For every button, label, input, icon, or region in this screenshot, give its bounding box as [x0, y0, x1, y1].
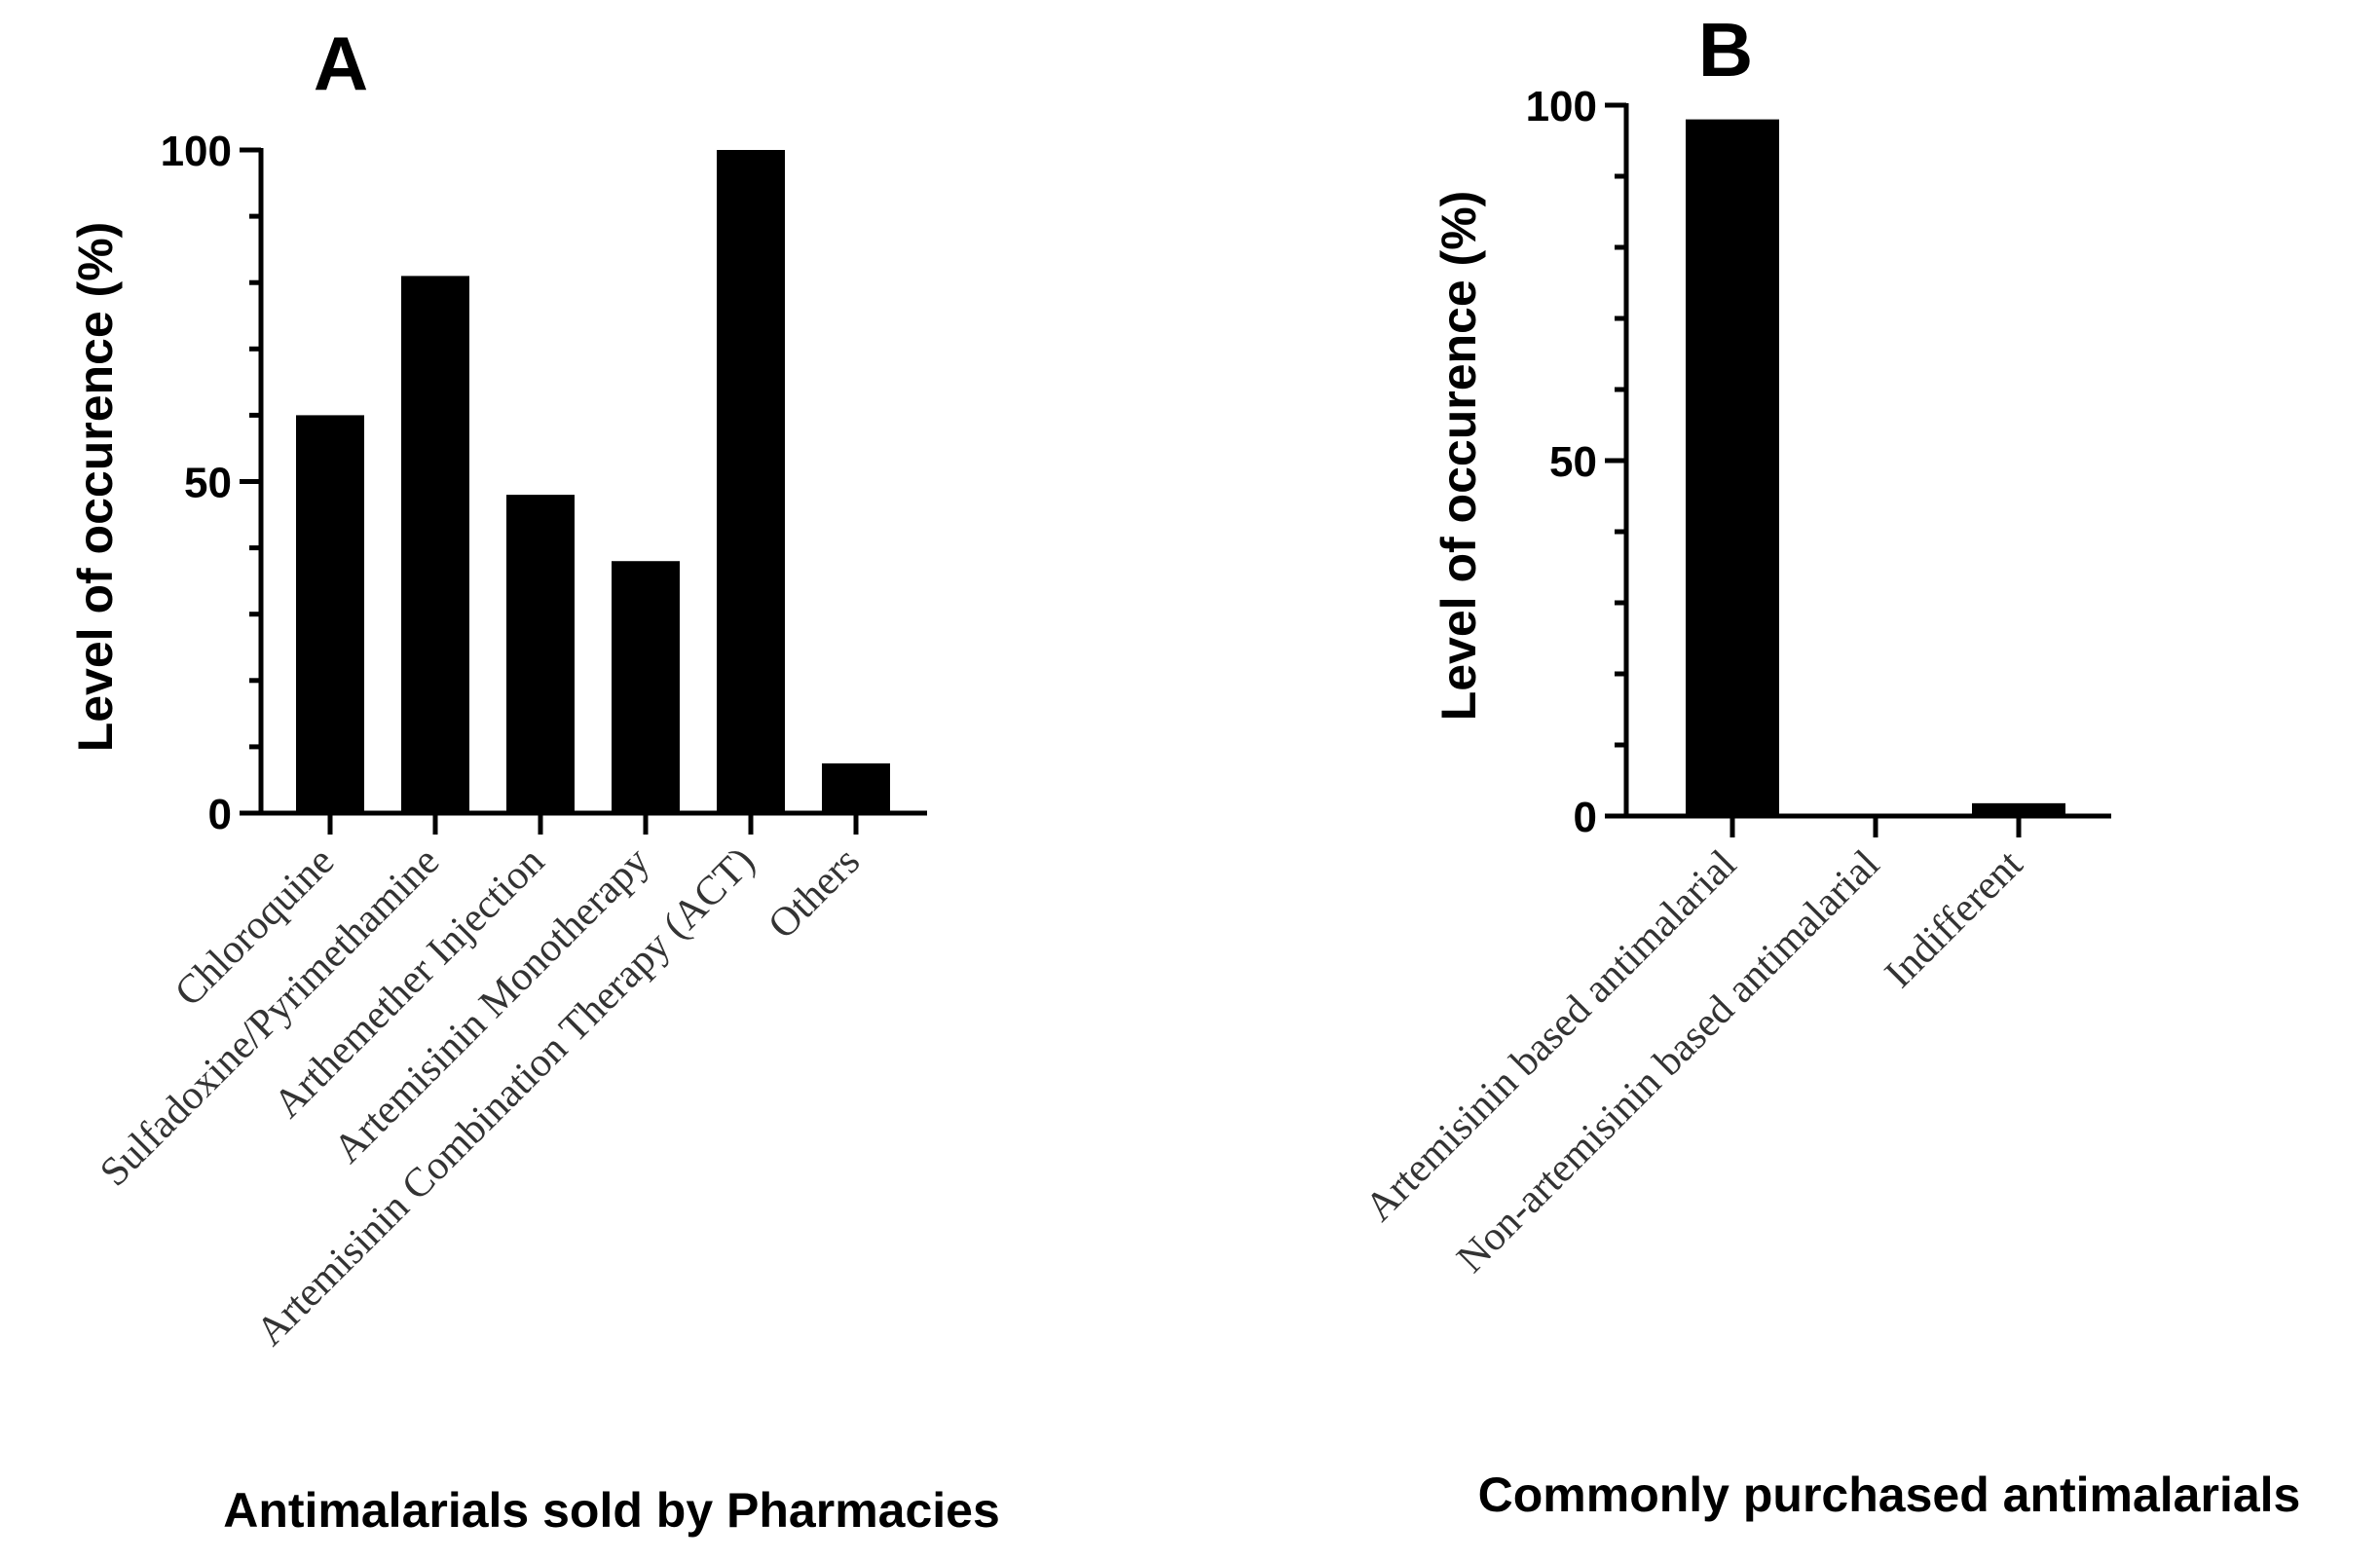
panel-a-x-axis-title: Antimalarials sold by Pharmacies — [223, 1483, 1000, 1538]
panel-a: A Level of occurence (%) Antimalarials s… — [68, 20, 1000, 1538]
panel-a-bar — [401, 276, 469, 813]
panel-a-letter: A — [314, 20, 368, 106]
panel-b-y-axis-label: Level of occurence (%) — [1432, 191, 1486, 722]
panel-a-bar — [822, 762, 890, 813]
panel-b-y-tick-label: 0 — [1574, 794, 1597, 841]
panel-a-bar — [612, 561, 680, 813]
panel-a-y-tick-label: 0 — [208, 791, 232, 838]
panel-a-bar — [506, 495, 575, 813]
panel-b-bar — [1686, 119, 1779, 817]
panel-b-category-label: Indifferent — [1877, 841, 2031, 996]
panel-a-bar — [717, 150, 785, 813]
panel-a-y-tick-label: 100 — [161, 128, 232, 175]
panel-b: B Level of occurence (%) Commonly purcha… — [1357, 7, 2300, 1522]
panel-b-y-tick-label: 100 — [1526, 83, 1597, 130]
panel-a-category-label: Others — [760, 839, 869, 948]
panel-a-y-axis-label: Level of occurence (%) — [68, 222, 123, 753]
panel-a-bar — [296, 415, 364, 813]
panel-a-y-tick-label: 50 — [184, 460, 232, 507]
panel-b-x-axis-title: Commonly purchased antimalarials — [1478, 1467, 2301, 1522]
panel-b-letter: B — [1698, 7, 1753, 93]
panel-b-y-tick-label: 50 — [1549, 438, 1597, 486]
panel-b-bar — [1972, 802, 2065, 816]
